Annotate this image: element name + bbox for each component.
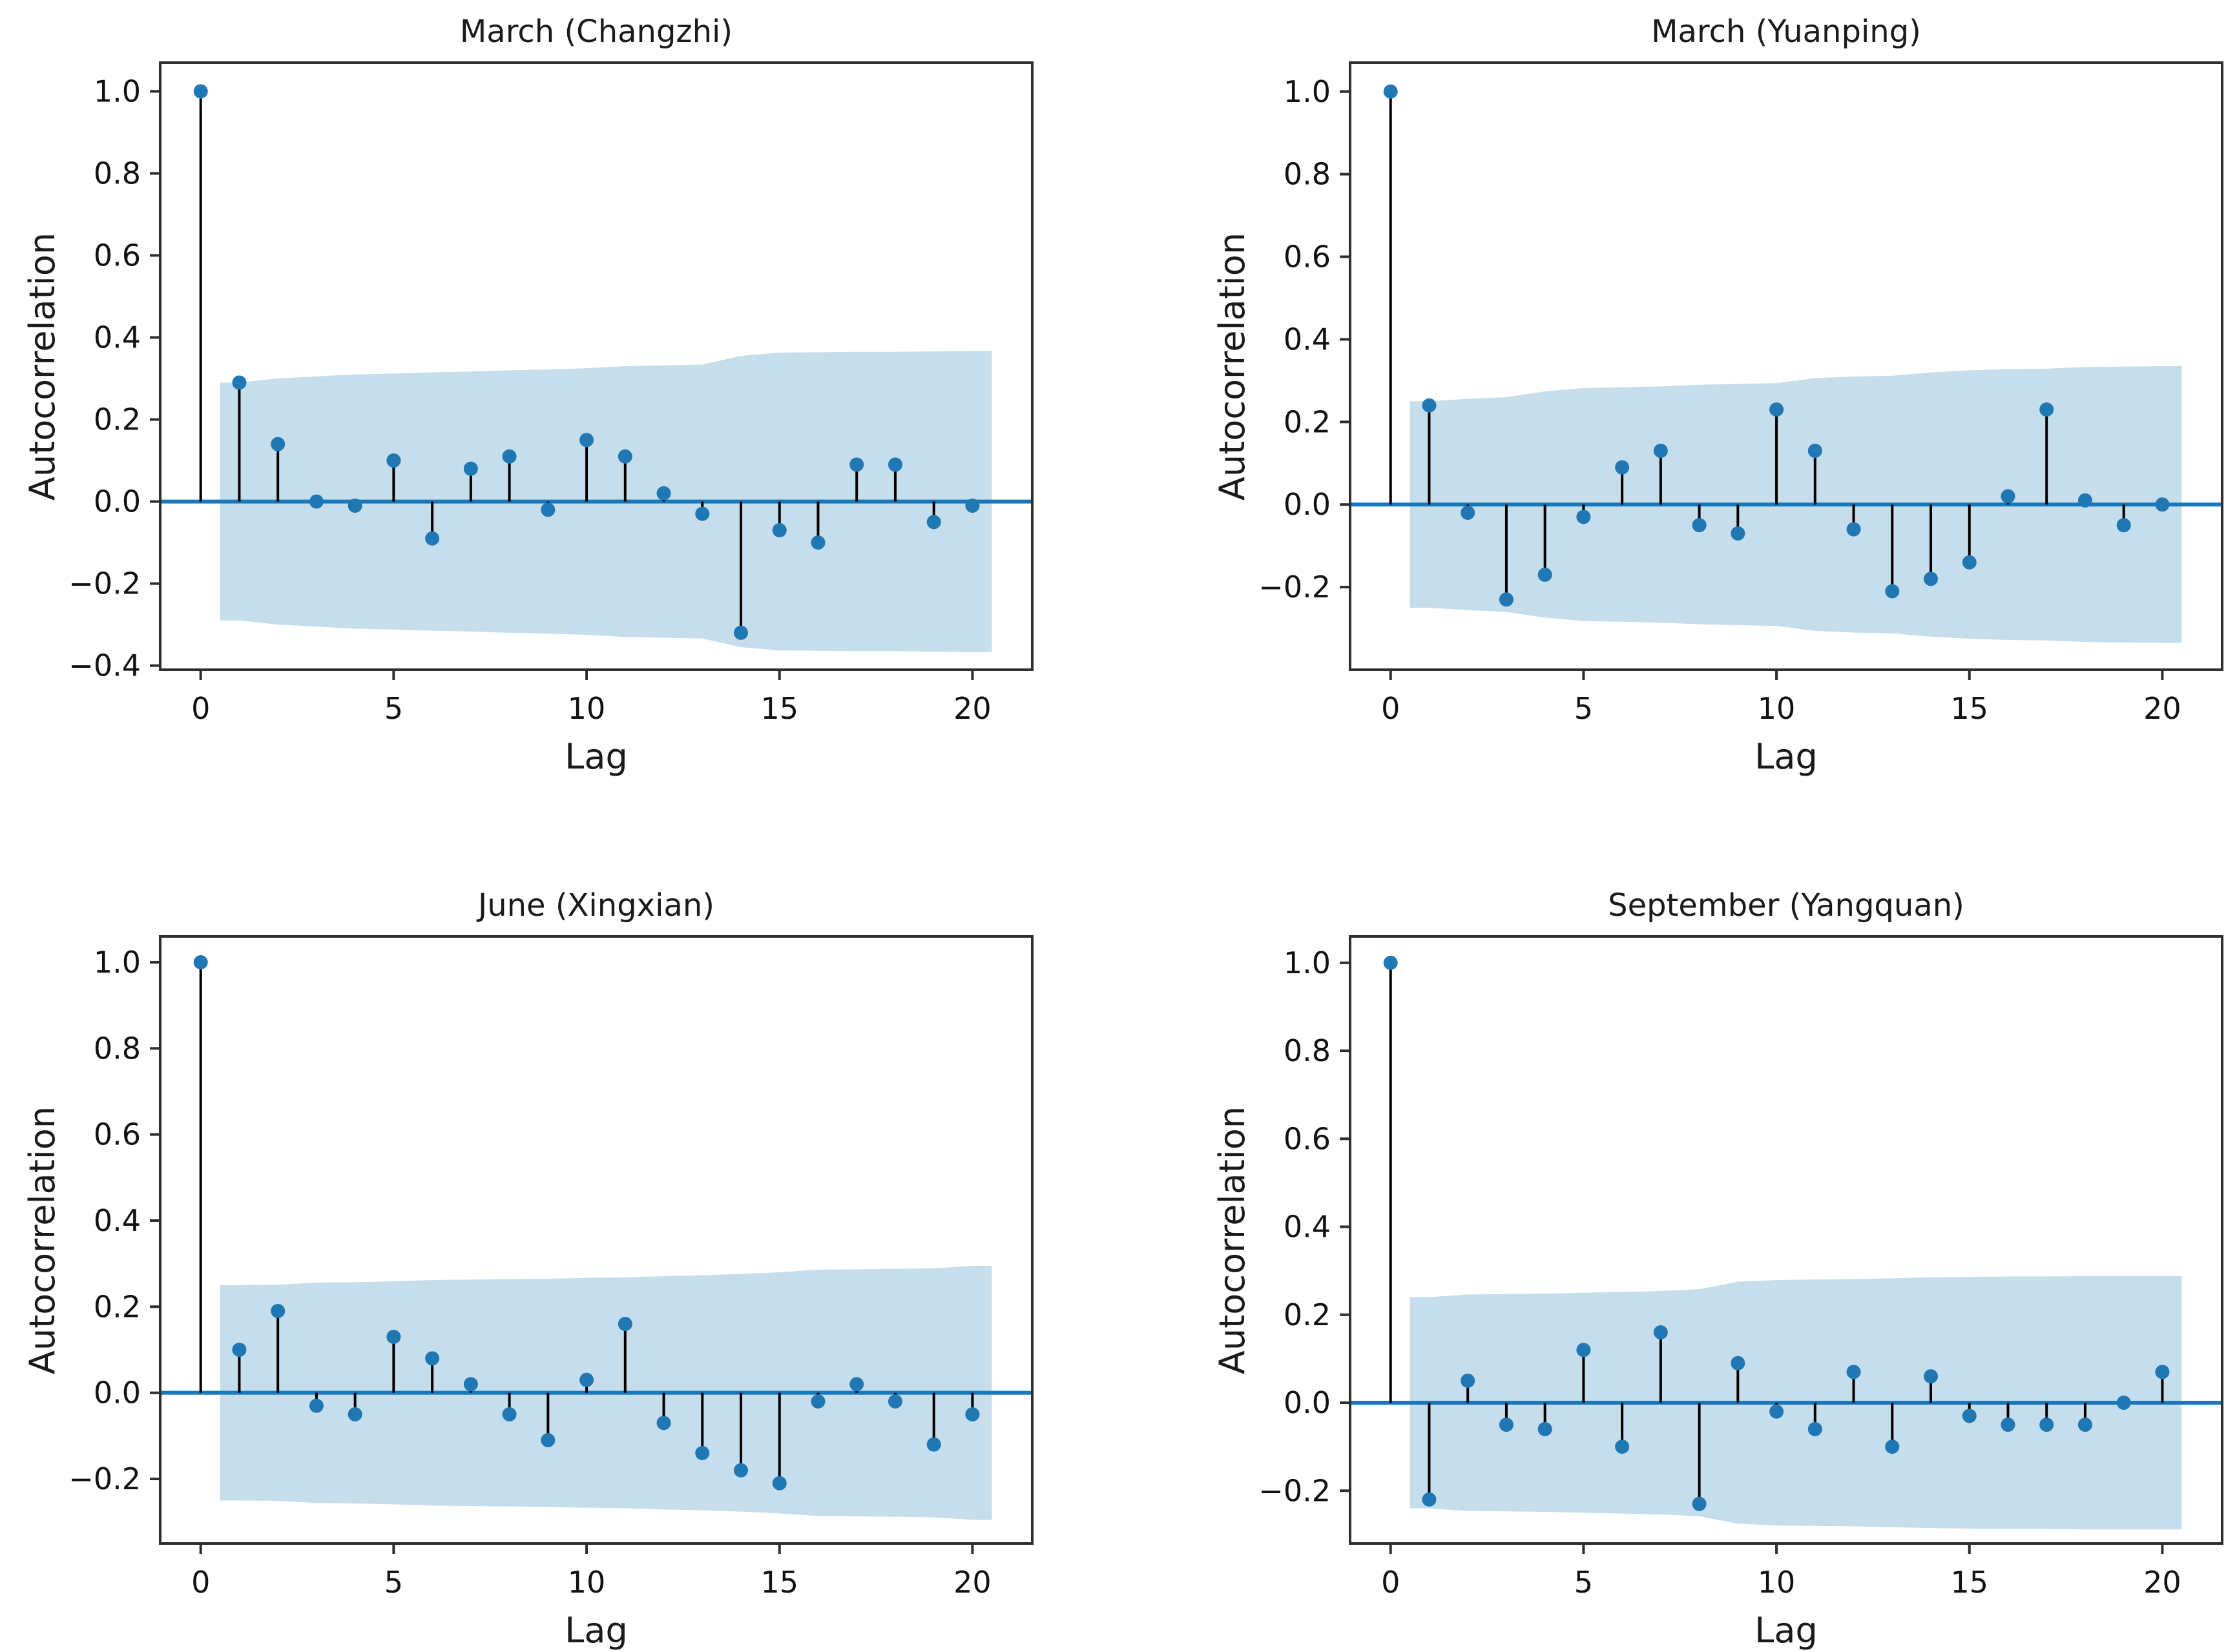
y-axis-label: Autocorrelation xyxy=(1212,1106,1253,1374)
svg-text:0: 0 xyxy=(1381,691,1400,726)
svg-text:20: 20 xyxy=(953,1565,992,1600)
acf-plot-canvas: 1.0 0.8 0.6 0.4 0.2 0.0 −0.2 0 5 10 15 20 xyxy=(1258,935,2223,1600)
svg-text:20: 20 xyxy=(2143,691,2181,726)
svg-text:1.0: 1.0 xyxy=(94,74,141,108)
svg-text:0.6: 0.6 xyxy=(1284,1121,1331,1156)
svg-text:−0.2: −0.2 xyxy=(1258,570,1331,604)
svg-text:−0.4: −0.4 xyxy=(68,648,141,683)
svg-text:0.4: 0.4 xyxy=(1284,1210,1331,1244)
svg-text:15: 15 xyxy=(1950,1565,1988,1600)
x-axis-label: Lag xyxy=(1754,736,1818,777)
y-axis-label: Autocorrelation xyxy=(22,1106,63,1374)
y-axis-label-wrap: Autocorrelation xyxy=(22,936,63,1544)
svg-text:0.0: 0.0 xyxy=(1284,487,1331,522)
svg-text:0.2: 0.2 xyxy=(1284,1297,1331,1332)
svg-text:5: 5 xyxy=(384,691,403,726)
svg-text:10: 10 xyxy=(568,691,606,726)
subplot-title: September (Yangquan) xyxy=(1608,887,1964,924)
svg-text:10: 10 xyxy=(1758,1565,1796,1600)
svg-text:0.2: 0.2 xyxy=(94,1289,141,1324)
svg-text:0.0: 0.0 xyxy=(94,1376,141,1410)
svg-text:0: 0 xyxy=(191,691,210,726)
acf-plot-canvas: 1.0 0.8 0.6 0.4 0.2 0.0 −0.2 0 5 10 15 20 xyxy=(68,935,1034,1600)
y-axis-label: Autocorrelation xyxy=(1212,232,1253,501)
svg-text:0.4: 0.4 xyxy=(94,320,141,355)
svg-text:0.2: 0.2 xyxy=(1284,404,1331,439)
svg-text:−0.2: −0.2 xyxy=(68,566,141,601)
svg-text:0.4: 0.4 xyxy=(94,1203,141,1238)
svg-text:1.0: 1.0 xyxy=(1284,945,1331,980)
svg-text:10: 10 xyxy=(568,1565,606,1600)
svg-text:0: 0 xyxy=(191,1565,210,1600)
svg-text:0.8: 0.8 xyxy=(1284,1033,1331,1068)
svg-text:0.8: 0.8 xyxy=(1284,157,1331,192)
acf-plot-canvas: 1.0 0.8 0.6 0.4 0.2 0.0 −0.2 0 5 10 15 20 xyxy=(1258,61,2223,726)
svg-text:5: 5 xyxy=(1574,1565,1593,1600)
svg-text:1.0: 1.0 xyxy=(1284,74,1331,109)
svg-text:5: 5 xyxy=(1574,691,1593,726)
x-axis-label: Lag xyxy=(1754,1610,1818,1651)
svg-text:−0.2: −0.2 xyxy=(1258,1473,1331,1508)
svg-text:0.2: 0.2 xyxy=(94,402,141,437)
y-axis-label: Autocorrelation xyxy=(22,232,63,501)
x-axis-label: Lag xyxy=(565,736,628,777)
svg-text:0.8: 0.8 xyxy=(94,1031,141,1066)
svg-text:20: 20 xyxy=(953,691,992,726)
y-axis-label-wrap: Autocorrelation xyxy=(1212,936,1253,1544)
subplot-september-yangquan: September (Yangquan) Autocorrelation 1.0… xyxy=(1212,887,2223,1651)
svg-text:10: 10 xyxy=(1758,691,1796,726)
y-axis-label-wrap: Autocorrelation xyxy=(22,63,63,670)
subplot-june-xingxian: June (Xingxian) Autocorrelation 1.0 0.8 0.… xyxy=(23,887,1034,1651)
subplot-march-yuanping: March (Yuanping) Autocorrelation 1.0 0.8 0… xyxy=(1212,14,2223,777)
subplot-title: March (Yuanping) xyxy=(1651,14,1921,50)
subplot-title: June (Xingxian) xyxy=(478,887,714,924)
acf-plot-canvas: 1.0 0.8 0.6 0.4 0.2 0.0 −0.2 −0.4 0 5 10 15 20 xyxy=(68,61,1034,726)
svg-text:0.0: 0.0 xyxy=(94,484,141,519)
svg-text:0.6: 0.6 xyxy=(1284,240,1331,274)
svg-text:20: 20 xyxy=(2143,1565,2181,1600)
svg-text:0.6: 0.6 xyxy=(94,238,141,273)
svg-text:0.8: 0.8 xyxy=(94,156,141,191)
x-axis-label: Lag xyxy=(565,1610,628,1651)
svg-text:15: 15 xyxy=(1950,691,1988,726)
svg-text:1.0: 1.0 xyxy=(94,945,141,980)
subplot-march-changzhi: March (Changzhi) Autocorrelation 1.0 0.8 0… xyxy=(23,14,1034,777)
y-axis-label-wrap: Autocorrelation xyxy=(1212,63,1253,670)
svg-text:0.4: 0.4 xyxy=(1284,322,1331,356)
svg-text:0.0: 0.0 xyxy=(1284,1385,1331,1420)
svg-text:15: 15 xyxy=(760,691,798,726)
svg-text:15: 15 xyxy=(760,1565,798,1600)
svg-text:5: 5 xyxy=(384,1565,403,1600)
svg-text:−0.2: −0.2 xyxy=(68,1461,141,1496)
svg-text:0.6: 0.6 xyxy=(94,1117,141,1152)
svg-text:0: 0 xyxy=(1381,1565,1400,1600)
subplot-title: March (Changzhi) xyxy=(459,14,733,50)
